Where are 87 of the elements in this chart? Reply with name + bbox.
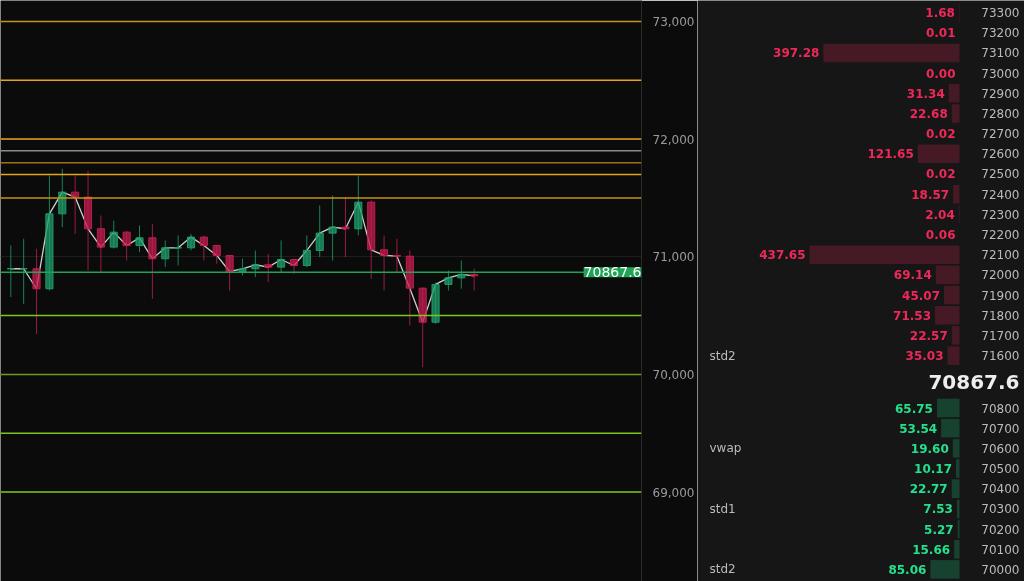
data-label: 19.60 <box>910 441 949 456</box>
y-tick-label: 71900 <box>981 288 1020 303</box>
data-label: 5.27 <box>924 522 954 537</box>
y-tick-label: 73200 <box>981 26 1020 41</box>
data-label: 7.53 <box>923 502 953 517</box>
candlestick <box>148 223 157 300</box>
y-tick-label: 70100 <box>981 542 1020 557</box>
data-label: 0.02 <box>925 167 956 182</box>
candlestick <box>264 253 273 283</box>
y-tick-label: 72000 <box>981 268 1020 283</box>
data-label: 18.57 <box>911 187 950 202</box>
y-tick-label: 69,000 <box>652 485 695 500</box>
y-tick-label: 72200 <box>981 228 1020 243</box>
y-tick-label: 70800 <box>981 401 1020 416</box>
data-label: 71.53 <box>893 308 931 323</box>
y-tick-label: 70500 <box>981 462 1020 477</box>
data-label: 45.07 <box>902 288 941 303</box>
candlestick <box>212 244 221 265</box>
y-tick-label: 70700 <box>981 421 1020 436</box>
candlestick <box>161 239 170 268</box>
y-tick-label: 73,000 <box>652 14 695 29</box>
candlestick <box>444 270 453 292</box>
data-label: 65.75 <box>895 401 933 416</box>
data-label: 0.06 <box>925 228 956 243</box>
candlestick <box>96 214 105 273</box>
y-tick-label: 72,000 <box>652 132 695 147</box>
text: std2 <box>709 348 736 363</box>
candlestick <box>380 234 389 292</box>
data-label: 85.06 <box>888 562 927 577</box>
y-tick-label: 70300 <box>981 502 1020 517</box>
text: std2 <box>709 562 736 577</box>
y-tick-label: 72600 <box>981 147 1020 162</box>
data-label: 0.00 <box>925 66 956 81</box>
candlestick <box>135 224 144 253</box>
candlestick <box>289 258 299 275</box>
data-label: 15.66 <box>912 542 951 557</box>
y-tick-label: 73100 <box>981 46 1020 61</box>
candlestick <box>251 249 260 278</box>
data-label: 0.02 <box>925 127 956 142</box>
data-label: 397.28 <box>773 46 820 61</box>
candlestick <box>315 204 324 258</box>
candlestick <box>302 234 311 268</box>
text: vwap <box>709 441 742 456</box>
y-tick-label: 72400 <box>981 187 1020 202</box>
y-tick-label: 71,000 <box>652 250 695 265</box>
candlestick <box>392 238 401 273</box>
y-tick-label: 70,000 <box>652 367 695 382</box>
y-tick-label: 72700 <box>981 127 1020 142</box>
data-label: 22.68 <box>909 106 948 121</box>
y-tick-label: 70000 <box>981 562 1020 577</box>
text: std1 <box>709 501 736 516</box>
y-tick-label: 72300 <box>981 207 1020 222</box>
y-tick-label: 73000 <box>981 66 1020 81</box>
y-tick-label: 72900 <box>981 86 1020 101</box>
candlestick <box>32 248 41 335</box>
candlestick <box>225 254 234 292</box>
data-label: 437.65 <box>759 248 806 263</box>
y-tick-label: 71800 <box>981 308 1020 323</box>
y-tick-label: 73300 <box>981 6 1020 21</box>
candlestick <box>109 220 118 250</box>
data-label: 2.04 <box>925 207 955 222</box>
y-tick-label: 72500 <box>981 167 1020 182</box>
data-label: 31.34 <box>906 86 945 101</box>
candlestick <box>341 196 350 258</box>
candlestick <box>277 239 286 273</box>
y-tick-label: 70600 <box>981 441 1020 456</box>
data-label: 0.01 <box>925 26 956 41</box>
data-label: 1.68 <box>925 6 955 21</box>
data-label: 53.54 <box>899 421 938 436</box>
y-tick-label: 71700 <box>981 328 1020 343</box>
text: 70867.6 <box>928 369 1020 394</box>
data-label: 35.03 <box>905 349 944 364</box>
data-label: 121.65 <box>867 147 914 162</box>
candlestick <box>122 230 131 262</box>
data-label: 22.77 <box>909 482 948 497</box>
candlestick <box>199 234 208 262</box>
candlestick <box>328 194 337 262</box>
y-tick-label: 70200 <box>981 522 1020 537</box>
y-tick-label: 72100 <box>981 248 1020 263</box>
candlestick <box>457 260 466 290</box>
y-tick-label: 70400 <box>981 482 1020 497</box>
y-tick-label: 72800 <box>981 106 1020 121</box>
data-label: 22.57 <box>909 328 948 343</box>
data-label: 69.14 <box>893 268 932 283</box>
ref-line-label: 70867.6 <box>583 264 642 281</box>
y-tick-label: 71600 <box>981 349 1020 364</box>
data-label: 10.17 <box>914 462 953 477</box>
